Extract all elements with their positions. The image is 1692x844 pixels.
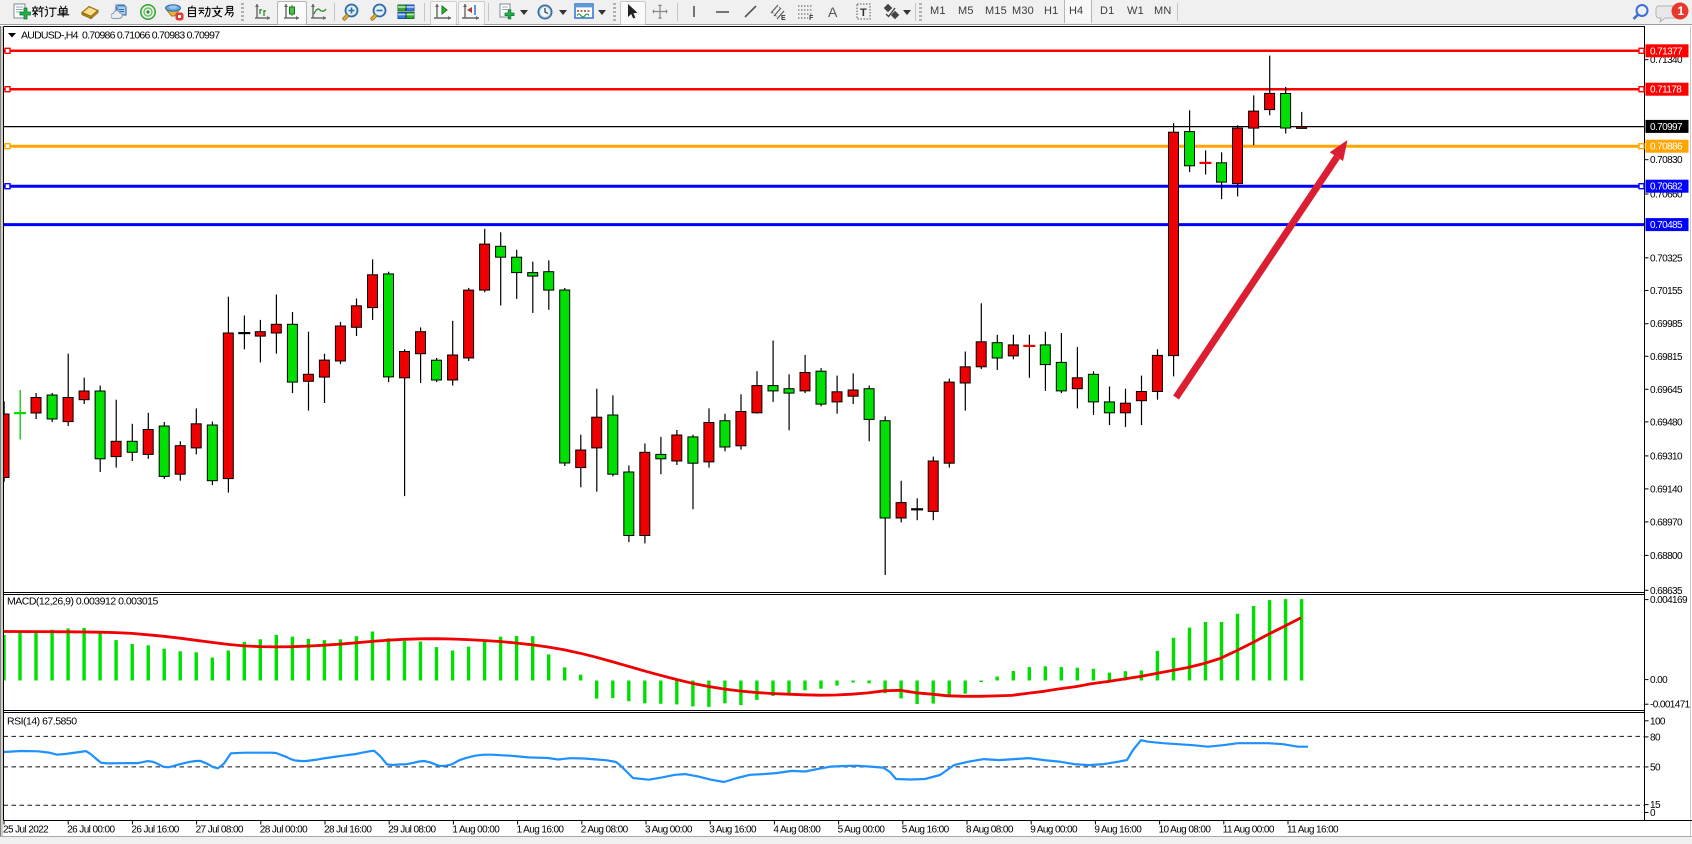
svg-text:F: F [809, 15, 814, 21]
svg-text:0.70325: 0.70325 [1650, 253, 1683, 264]
svg-text:RSI(14) 67.5850: RSI(14) 67.5850 [7, 716, 77, 728]
svg-text:26 Jul 16:00: 26 Jul 16:00 [131, 825, 179, 836]
svg-text:0.69645: 0.69645 [1650, 385, 1683, 396]
svg-text:0.70660: 0.70660 [1650, 190, 1683, 201]
svg-text:-0.001471: -0.001471 [1650, 700, 1691, 711]
svg-text:26 Jul 00:00: 26 Jul 00:00 [67, 825, 115, 836]
svg-text:3 Aug 00:00: 3 Aug 00:00 [645, 825, 693, 836]
svg-text:80: 80 [1650, 732, 1661, 743]
svg-text:0.70830: 0.70830 [1650, 155, 1683, 166]
svg-text:0.68635: 0.68635 [1650, 586, 1683, 597]
svg-text:0.70682: 0.70682 [1650, 182, 1683, 193]
svg-text:5 Aug 16:00: 5 Aug 16:00 [902, 825, 950, 836]
svg-text:1: 1 [1678, 4, 1685, 18]
svg-text:0.004169: 0.004169 [1650, 595, 1688, 606]
svg-text:0.69310: 0.69310 [1650, 451, 1683, 462]
svg-text:4 Aug 08:00: 4 Aug 08:00 [773, 825, 821, 836]
svg-text:9 Aug 00:00: 9 Aug 00:00 [1030, 825, 1078, 836]
svg-text:0.70997: 0.70997 [1650, 122, 1683, 133]
svg-text:9 Aug 16:00: 9 Aug 16:00 [1094, 825, 1142, 836]
svg-text:0: 0 [1650, 808, 1656, 819]
svg-text:0.69815: 0.69815 [1650, 352, 1683, 363]
svg-text:E: E [781, 15, 786, 21]
svg-text:0.68970: 0.68970 [1650, 517, 1683, 528]
svg-text:0.69480: 0.69480 [1650, 417, 1683, 428]
svg-text:10 Aug 08:00: 10 Aug 08:00 [1159, 825, 1212, 836]
svg-text:0.70155: 0.70155 [1650, 286, 1683, 297]
svg-text:0.71340: 0.71340 [1650, 55, 1683, 66]
svg-text:0.71178: 0.71178 [1650, 85, 1682, 96]
svg-text:28 Jul 16:00: 28 Jul 16:00 [324, 825, 372, 836]
svg-text:29 Jul 08:00: 29 Jul 08:00 [388, 825, 436, 836]
svg-text:5 Aug 00:00: 5 Aug 00:00 [838, 825, 886, 836]
svg-text:28 Jul 00:00: 28 Jul 00:00 [260, 825, 308, 836]
svg-text:11 Aug 00:00: 11 Aug 00:00 [1223, 825, 1275, 836]
svg-text:1 Aug 00:00: 1 Aug 00:00 [452, 825, 500, 836]
svg-text:0.69985: 0.69985 [1650, 319, 1683, 330]
svg-text:1 Aug 16:00: 1 Aug 16:00 [517, 825, 565, 836]
svg-text:8 Aug 08:00: 8 Aug 08:00 [966, 825, 1014, 836]
svg-text:0.70886: 0.70886 [1650, 142, 1683, 153]
svg-text:11 Aug 16:00: 11 Aug 16:00 [1287, 825, 1339, 836]
svg-text:0.00: 0.00 [1650, 675, 1668, 686]
svg-text:0.68800: 0.68800 [1650, 551, 1683, 562]
svg-text:3 Aug 16:00: 3 Aug 16:00 [709, 825, 757, 836]
svg-text:50: 50 [1650, 762, 1661, 773]
svg-text:25 Jul 2022: 25 Jul 2022 [3, 825, 49, 836]
svg-text:MACD(12,26,9) 0.003912 0.00301: MACD(12,26,9) 0.003912 0.003015 [7, 596, 159, 608]
svg-text:15: 15 [1650, 800, 1661, 811]
svg-text:100: 100 [1650, 716, 1666, 727]
svg-text:2 Aug 08:00: 2 Aug 08:00 [581, 825, 629, 836]
svg-text:27 Jul 08:00: 27 Jul 08:00 [196, 825, 244, 836]
svg-text:0.71377: 0.71377 [1650, 46, 1683, 57]
svg-text:T: T [860, 7, 867, 19]
svg-text:0.70485: 0.70485 [1650, 220, 1683, 231]
svg-text:AUDUSD-,H4 0.70986 0.71066 0.: AUDUSD-,H4 0.70986 0.71066 0.70983 0.709… [21, 30, 220, 42]
svg-text:0.69140: 0.69140 [1650, 484, 1683, 495]
